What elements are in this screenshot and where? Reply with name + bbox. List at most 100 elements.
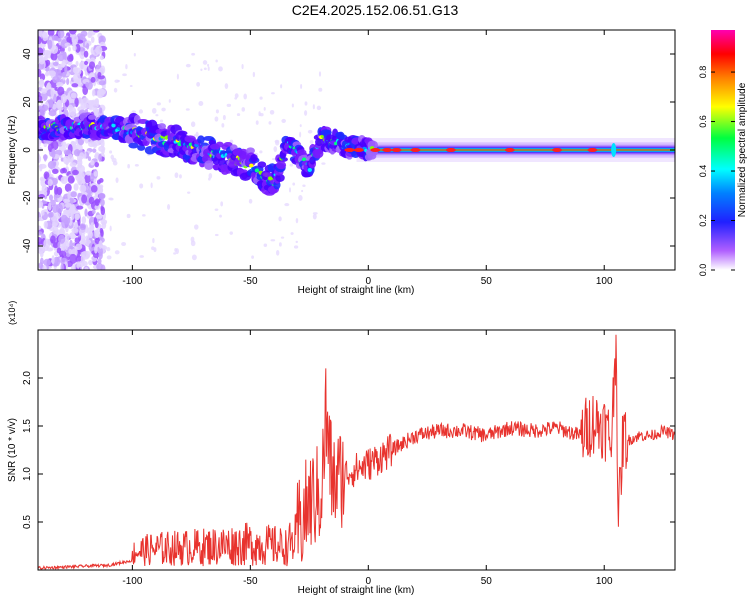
spectrum-noise-cell — [93, 140, 101, 146]
spectrum-noise-cell — [131, 110, 136, 113]
snr-y-tick-label: 2.0 — [22, 371, 33, 385]
colorbar-tick-label: 0.4 — [698, 165, 708, 178]
spectrum-noise-cell — [108, 197, 113, 201]
spectrum-noise-cell — [81, 234, 86, 243]
spectrum-noise-cell — [94, 204, 100, 210]
spectrum-noise-cell — [47, 202, 52, 211]
spectrum-noise-cell — [98, 240, 103, 249]
spectrum-noise-cell — [291, 103, 294, 108]
spectrum-noise-cell — [57, 197, 62, 203]
spectrum-noise-cell — [96, 179, 101, 185]
spectrum-noise-cell — [219, 214, 222, 218]
spectrum-x-tick-label: -100 — [122, 276, 142, 287]
spectrum-noise-cell — [94, 198, 100, 207]
spectrum-noise-cell — [52, 168, 59, 175]
spectrum-noise-cell — [69, 253, 77, 264]
spectrum-noise-cell — [64, 42, 71, 47]
spectrum-noise-cell — [134, 163, 139, 167]
spectrum-noise-cell — [214, 116, 219, 122]
spectrum-noise-cell — [87, 32, 92, 39]
spectrum-noise-cell — [72, 66, 79, 74]
spectrum-noise-cell — [106, 255, 112, 260]
spectrum-noise-cell — [64, 183, 72, 192]
spectrum-noise-cell — [263, 106, 266, 111]
spectrum-noise-cell — [51, 148, 56, 159]
spectrum-noise-cell — [185, 63, 191, 68]
spectrum-noise-cell — [67, 46, 71, 52]
colorbar-ticks: 0.0 0.2 0.4 0.6 0.8 — [698, 66, 735, 276]
spectrum-noise-cell — [190, 236, 195, 243]
spectrum-noise-cell — [98, 80, 107, 86]
spectrum-noise-cell — [38, 262, 43, 270]
spectrum-y-tick-label: -40 — [22, 238, 33, 253]
spectrum-noise-cell — [218, 66, 223, 72]
spectrum-noise-cell — [101, 221, 107, 230]
spectrum-noise-cell — [58, 250, 67, 258]
spectrum-noise-cell — [196, 81, 201, 87]
spectrum-noise-cell — [55, 229, 63, 236]
spectrum-peak-cell — [353, 148, 364, 152]
spectrum-noise-cell — [48, 70, 56, 77]
spectrum-noise-cell — [318, 87, 323, 92]
spectrum-noise-cell — [42, 265, 47, 270]
spectrum-y-tick-label: 20 — [22, 96, 33, 108]
spectrum-noise-cell — [65, 202, 71, 208]
spectrum-heatmap — [38, 30, 675, 270]
spectrum-noise-cell — [38, 147, 43, 152]
spectrum-noise-cell — [106, 246, 111, 252]
spectrum-noise-cell — [304, 101, 308, 106]
spectrum-noise-cell — [43, 238, 51, 249]
spectrum-noise-cell — [79, 184, 87, 193]
spectrum-noise-cell — [71, 227, 79, 233]
spectrum-noise-cell — [48, 110, 57, 117]
spectrum-noise-cell — [316, 105, 322, 111]
spectrum-ridge-cell — [246, 147, 255, 155]
spectrum-noise-cell — [69, 239, 73, 250]
spectrum-noise-cell — [56, 99, 63, 108]
spectrum-noise-cell — [68, 209, 77, 214]
spectrum-noise-cell — [100, 205, 104, 212]
snr-x-tick-label: 50 — [481, 576, 493, 587]
spectrum-y-label: Frequency (Hz) — [7, 116, 18, 185]
spectrum-noise-cell — [85, 235, 90, 240]
spectrum-noise-cell — [284, 203, 290, 207]
spectrum-noise-cell — [91, 209, 96, 215]
spectrum-noise-cell — [38, 30, 43, 38]
spectrum-noise-cell — [38, 43, 46, 48]
spectrum-noise-cell — [67, 175, 75, 184]
spectrum-noise-cell — [95, 45, 103, 55]
spectrum-noise-cell — [84, 208, 88, 217]
spectrum-noise-cell — [51, 140, 59, 151]
snr-panel: -100 -50 0 50 100 0.5 1.0 1.5 2.0 Height of str… — [7, 301, 676, 596]
spectrum-noise-cell — [300, 83, 303, 89]
spectrum-feature-cell — [611, 143, 617, 157]
spectrum-noise-cell — [202, 60, 208, 65]
snr-scale-label: (x10⁴) — [7, 301, 17, 325]
spectrum-noise-cell — [66, 54, 74, 62]
spectrum-noise-cell — [290, 232, 294, 235]
spectrum-noise-cell — [99, 107, 103, 114]
snr-series-line — [38, 334, 675, 570]
spectrum-noise-cell — [278, 216, 282, 222]
spectrum-noise-cell — [91, 89, 96, 97]
spectrum-ridge-cell — [177, 130, 188, 136]
spectrum-x-tick-label: -50 — [243, 276, 258, 287]
spectrum-noise-cell — [46, 247, 54, 252]
spectrum-noise-cell — [93, 171, 98, 177]
spectrum-noise-cell — [155, 114, 159, 117]
spectrum-x-tick-label: 0 — [366, 276, 372, 287]
spectrum-noise-cell — [113, 87, 118, 93]
spectrum-noise-cell — [50, 87, 55, 98]
spectrum-noise-cell — [241, 64, 244, 70]
spectrum-noise-cell — [121, 242, 127, 247]
spectrum-x-tick-label: 50 — [481, 276, 493, 287]
spectrum-noise-cell — [66, 78, 70, 86]
spectrum-noise-cell — [52, 218, 59, 228]
spectrum-noise-cell — [42, 31, 49, 42]
spectrum-noise-cell — [318, 71, 322, 77]
spectrum-peak-cell — [410, 148, 421, 152]
spectrum-noise-cell — [75, 255, 82, 263]
spectrum-noise-cell — [88, 141, 95, 148]
spectrum-noise-cell — [236, 113, 241, 117]
